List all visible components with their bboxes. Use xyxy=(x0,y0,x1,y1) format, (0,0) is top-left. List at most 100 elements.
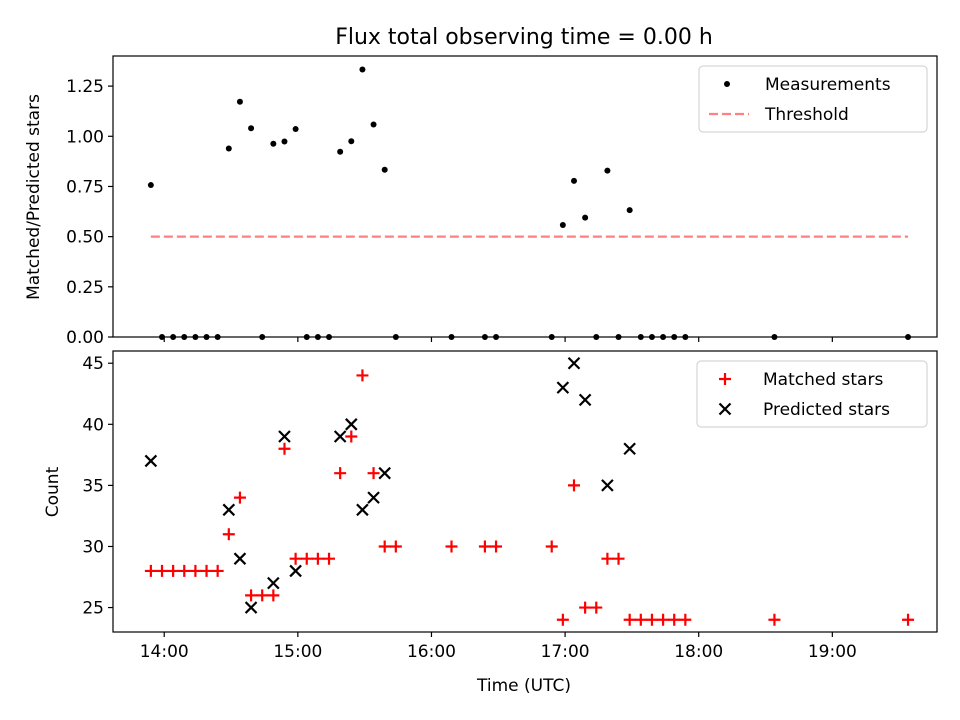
matched-star-point xyxy=(579,601,592,614)
top-y-tick-label: 0.50 xyxy=(66,228,104,248)
matched-star-point xyxy=(490,540,503,553)
bottom-y-axis-label: Count xyxy=(43,466,63,517)
bottom-y-tick-label: 30 xyxy=(82,537,104,557)
matched-star-point xyxy=(545,540,558,553)
matched-star-point xyxy=(345,430,358,443)
x-tick-label: 17:00 xyxy=(541,642,590,662)
matched-star-point xyxy=(634,613,647,626)
matched-star-point xyxy=(334,467,347,480)
matched-star-point xyxy=(590,601,603,614)
matched-star-point xyxy=(445,540,458,553)
matched-star-point xyxy=(623,613,636,626)
matched-star-point xyxy=(222,528,235,541)
measurement-point xyxy=(147,182,154,189)
x-tick-label: 14:00 xyxy=(140,642,189,662)
measurement-point xyxy=(381,166,388,173)
matched-star-point xyxy=(356,369,369,382)
predicted-star-point xyxy=(623,442,636,456)
measurement-point xyxy=(359,66,366,73)
x-tick-label: 15:00 xyxy=(273,642,322,662)
bottom-plot: 25 30 35 40 45 14:00 15:00 16:00 17:00 18:00 19:00… xyxy=(82,350,938,662)
top-plot: 0.00 0.25 0.50 0.75 1.00 1.25 Measurements Thre… xyxy=(66,55,938,348)
legend-box xyxy=(698,65,928,133)
legend-box xyxy=(696,360,928,428)
predicted-star-point xyxy=(378,466,391,480)
legend-label: Predicted stars xyxy=(763,400,890,420)
predicted-star-point xyxy=(556,381,570,394)
matched-star-point xyxy=(300,552,313,565)
measurement-point xyxy=(370,121,377,128)
matched-star-point xyxy=(278,442,291,455)
predicted-star-point xyxy=(345,418,358,431)
measurement-point xyxy=(337,148,344,155)
top-y-tick-label: 1.00 xyxy=(66,127,104,147)
predicted-star-point xyxy=(244,601,258,614)
x-tick-label: 18:00 xyxy=(674,642,723,662)
matched-star-point xyxy=(167,564,180,577)
matched-star-point xyxy=(233,491,246,504)
matched-star-point xyxy=(144,564,157,577)
top-y-tick-label: 0.00 xyxy=(66,328,104,348)
legend-swatch xyxy=(724,81,730,87)
predicted-star-point xyxy=(567,356,581,370)
measurement-point xyxy=(582,214,589,221)
bottom-y-tick-label: 40 xyxy=(82,415,104,435)
measurement-point xyxy=(248,125,255,132)
bottom-y-tick-label: 45 xyxy=(82,354,104,374)
measurement-point xyxy=(604,167,611,174)
matched-star-point xyxy=(200,564,213,577)
matched-star-point xyxy=(679,613,692,626)
matched-star-point xyxy=(567,479,580,492)
predicted-star-point xyxy=(278,430,291,443)
x-tick-label: 19:00 xyxy=(808,642,857,662)
matched-star-point xyxy=(289,552,302,565)
bottom-y-tick-label: 35 xyxy=(82,476,104,496)
measurement-point xyxy=(559,222,566,229)
legend-label: Threshold xyxy=(764,105,849,125)
top-y-tick-label: 0.25 xyxy=(66,278,104,298)
matched-star-point xyxy=(189,564,202,577)
matched-star-point xyxy=(311,552,324,565)
predicted-star-point xyxy=(222,503,236,517)
matched-star-point xyxy=(378,540,391,553)
measurement-point xyxy=(348,138,355,145)
matched-star-point xyxy=(556,613,569,626)
matched-star-point xyxy=(211,564,224,577)
matched-star-point xyxy=(178,564,191,577)
matched-star-point xyxy=(155,564,168,577)
top-y-tick-label: 0.75 xyxy=(66,177,104,197)
measurement-point xyxy=(570,177,577,184)
legend-swatch xyxy=(719,373,731,385)
measurement-point xyxy=(292,126,299,133)
predicted-star-point xyxy=(367,491,380,504)
predicted-star-point xyxy=(333,430,347,443)
matched-star-point xyxy=(668,613,681,626)
measurement-point xyxy=(626,207,633,214)
matched-star-point xyxy=(601,552,614,565)
top-legend: Measurements Threshold xyxy=(698,65,928,133)
bottom-axes-frame xyxy=(112,350,938,633)
predicted-star-point xyxy=(289,564,302,578)
matched-star-point xyxy=(478,540,491,553)
measurement-point xyxy=(225,145,232,152)
matched-star-point xyxy=(367,467,380,480)
matched-star-point xyxy=(256,589,269,602)
predicted-star-point xyxy=(144,454,158,468)
matched-star-point xyxy=(389,540,402,553)
measurement-point xyxy=(270,140,277,147)
x-axis-label: Time (UTC) xyxy=(476,676,571,696)
predicted-star-point xyxy=(233,552,247,565)
measurement-point xyxy=(236,98,243,105)
predicted-star-point xyxy=(578,393,592,407)
matched-star-point xyxy=(267,589,280,602)
legend-swatch xyxy=(718,402,732,416)
legend-label: Matched stars xyxy=(763,370,883,390)
matched-star-point xyxy=(768,613,781,626)
top-y-axis-label: Matched/Predicted stars xyxy=(24,94,44,300)
legend-label: Measurements xyxy=(765,75,891,95)
matched-star-point xyxy=(612,552,625,565)
predicted-star-point xyxy=(601,479,614,492)
top-axes-frame xyxy=(112,55,938,338)
matched-star-point xyxy=(657,613,670,626)
